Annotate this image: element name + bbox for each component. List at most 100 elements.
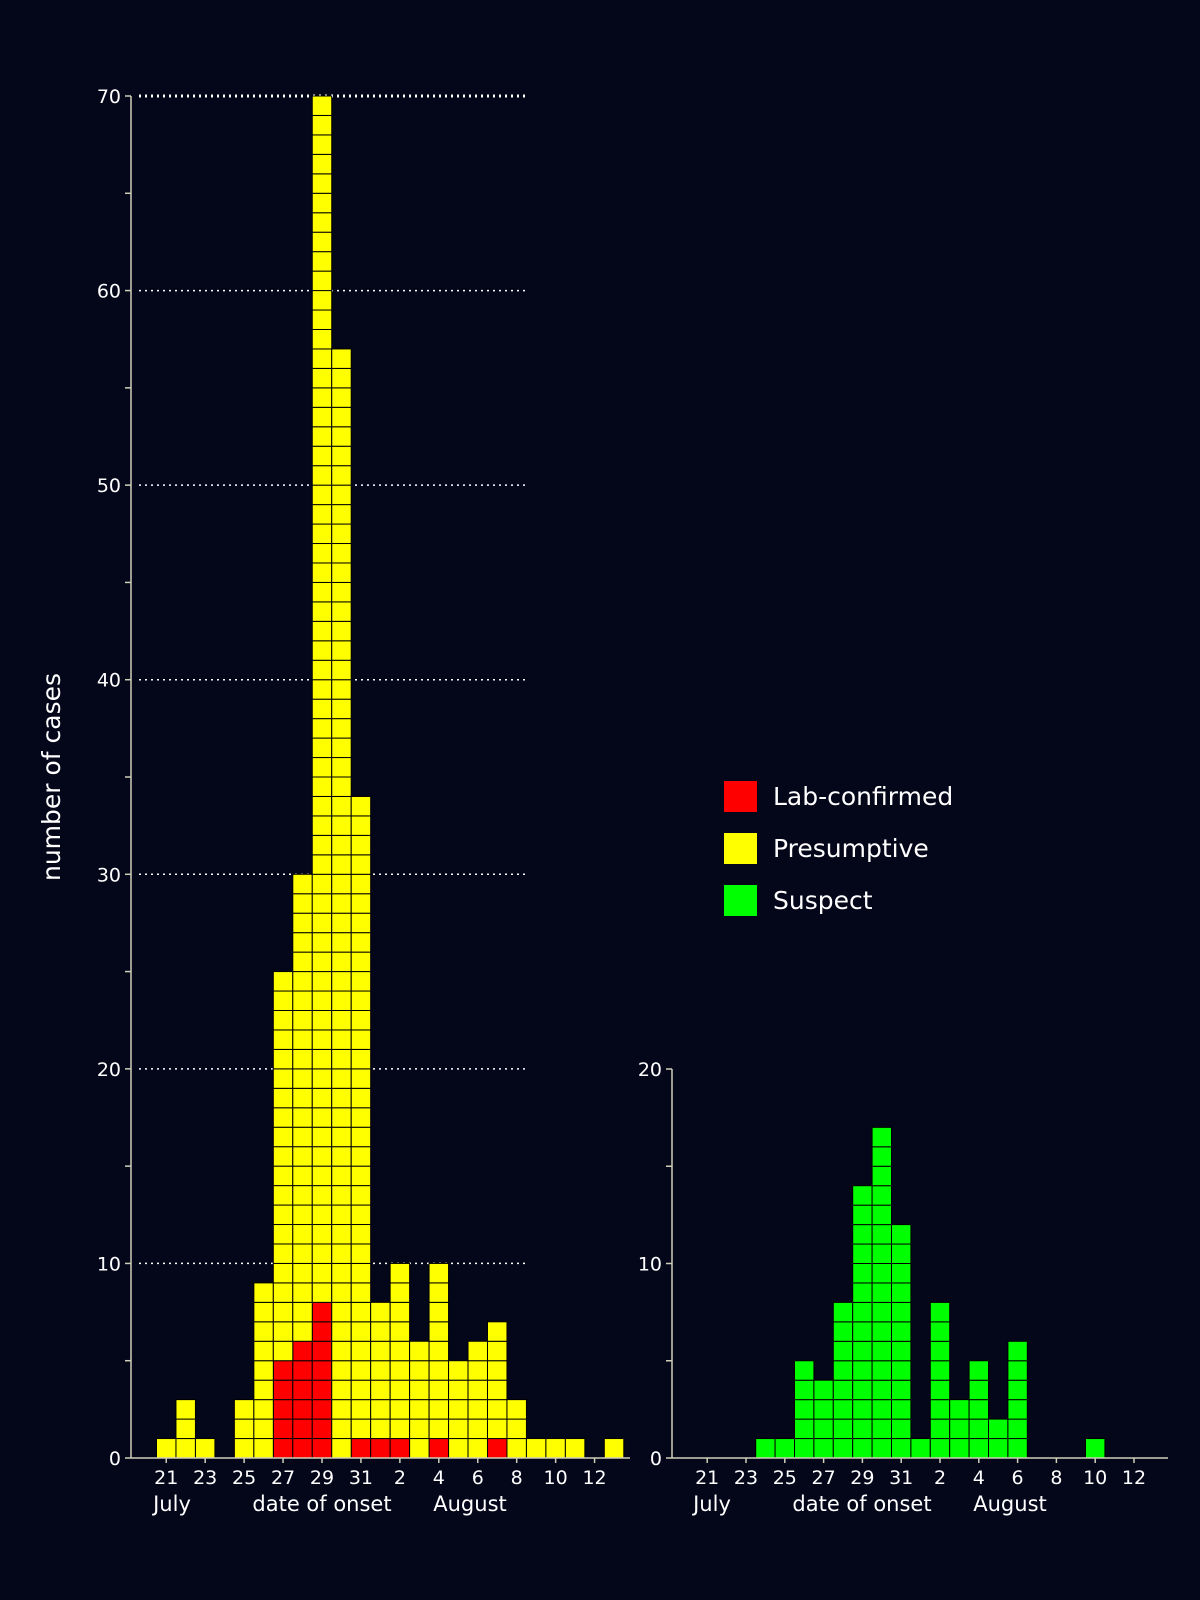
- bar-unit-presumptive: [311, 795, 333, 817]
- bar-unit-presumptive: [292, 1068, 313, 1089]
- bar-unit-presumptive: [311, 231, 333, 253]
- bar-unit-suspect: [871, 1321, 892, 1342]
- bar-unit-presumptive: [331, 406, 352, 428]
- bar-unit-presumptive: [311, 270, 333, 292]
- bar-unit-presumptive: [292, 1029, 313, 1050]
- bar-unit-suspect: [891, 1224, 912, 1245]
- bar-unit-presumptive: [331, 873, 352, 895]
- bar-unit-presumptive: [331, 445, 352, 467]
- bar-unit-presumptive: [603, 1438, 625, 1459]
- bar-unit-suspect: [871, 1282, 892, 1303]
- bar-unit-suspect: [794, 1399, 815, 1420]
- bar-unit-presumptive: [311, 1068, 333, 1089]
- bar-unit-presumptive: [331, 1185, 352, 1206]
- bar-unit-suspect: [755, 1438, 776, 1459]
- bar-unit-presumptive: [331, 640, 352, 661]
- bar-unit-presumptive: [311, 815, 333, 836]
- bar-unit-presumptive: [350, 815, 372, 836]
- bar-unit-presumptive: [389, 1418, 411, 1440]
- bar-unit-presumptive: [272, 1301, 294, 1323]
- bar-unit-presumptive: [292, 912, 313, 934]
- bar-unit-presumptive: [331, 659, 352, 681]
- y-tick-label: 70: [97, 86, 121, 108]
- bar-unit-suspect: [852, 1418, 873, 1440]
- bar-unit-presumptive: [428, 1301, 450, 1323]
- bar-unit-presumptive: [331, 679, 352, 700]
- x-tick-label: 12: [1122, 1467, 1146, 1489]
- bar-unit-presumptive: [311, 893, 333, 914]
- bar-unit-presumptive: [272, 1262, 294, 1284]
- bar-unit-presumptive: [331, 562, 352, 583]
- bar-unit-presumptive: [311, 990, 333, 1011]
- bar-unit-presumptive: [311, 1048, 333, 1070]
- bar-unit-presumptive: [311, 737, 333, 759]
- bar-unit-presumptive: [331, 1379, 352, 1401]
- bar-unit-presumptive: [467, 1399, 488, 1420]
- bar-unit-presumptive: [292, 893, 313, 914]
- bar-unit-presumptive: [292, 1107, 313, 1128]
- bar-unit-presumptive: [331, 1009, 352, 1031]
- bar-unit-presumptive: [311, 153, 333, 175]
- bar-unit-presumptive: [350, 834, 372, 856]
- bar-unit-presumptive: [467, 1360, 488, 1381]
- bar-unit-suspect: [852, 1263, 873, 1284]
- bar-unit-presumptive: [311, 134, 333, 155]
- bar-unit-presumptive: [370, 1418, 391, 1440]
- bar-unit-presumptive: [253, 1301, 274, 1323]
- bar-unit-presumptive: [292, 1126, 313, 1148]
- bar-unit-lab-confirmed: [311, 1360, 333, 1381]
- bar-unit-suspect: [852, 1185, 873, 1206]
- bar-unit-presumptive: [311, 757, 333, 778]
- bar-unit-suspect: [871, 1438, 892, 1459]
- bar-unit-presumptive: [331, 1301, 352, 1323]
- bar-unit-presumptive: [311, 873, 333, 895]
- bar-unit-presumptive: [292, 1185, 313, 1206]
- y-axis-label: number of cases: [37, 673, 66, 881]
- bar-unit-presumptive: [350, 1068, 372, 1089]
- bar-unit-presumptive: [311, 932, 333, 953]
- bar-unit-presumptive: [331, 1262, 352, 1284]
- bar-unit-suspect: [852, 1321, 873, 1342]
- bar-unit-lab-confirmed: [350, 1438, 372, 1459]
- bar-unit-suspect: [871, 1379, 892, 1401]
- bar-unit-suspect: [852, 1282, 873, 1303]
- bar-unit-suspect: [929, 1379, 951, 1401]
- bar-unit-suspect: [794, 1379, 815, 1401]
- bar-unit-presumptive: [175, 1418, 196, 1440]
- bar-unit-suspect: [891, 1340, 912, 1362]
- bar-unit-presumptive: [506, 1399, 527, 1420]
- bar-unit-presumptive: [311, 659, 333, 681]
- bar-unit-presumptive: [311, 1029, 333, 1050]
- bar-unit-presumptive: [428, 1399, 450, 1420]
- bar-unit-presumptive: [311, 1009, 333, 1031]
- bar-unit-presumptive: [311, 114, 333, 136]
- bar-unit-suspect: [891, 1360, 912, 1381]
- bar-unit-suspect: [852, 1340, 873, 1362]
- bar-unit-presumptive: [350, 1340, 372, 1362]
- bar-unit-presumptive: [253, 1379, 274, 1401]
- bar-unit-presumptive: [292, 1262, 313, 1284]
- bar-unit-presumptive: [311, 679, 333, 700]
- bar-unit-presumptive: [370, 1340, 391, 1362]
- bar-unit-lab-confirmed: [486, 1438, 508, 1459]
- bar-unit-presumptive: [253, 1399, 274, 1420]
- bar-unit-presumptive: [311, 951, 333, 973]
- month-label-august: August: [433, 1492, 507, 1516]
- bar-unit-presumptive: [467, 1379, 488, 1401]
- x-tick-label: 2: [394, 1467, 406, 1489]
- bar-unit-presumptive: [311, 601, 333, 622]
- bar-unit-presumptive: [331, 971, 352, 992]
- bar-unit-presumptive: [175, 1399, 196, 1420]
- bar-unit-presumptive: [331, 1204, 352, 1226]
- bar-unit-presumptive: [350, 1321, 372, 1342]
- bar-unit-suspect: [891, 1399, 912, 1420]
- bar-unit-presumptive: [311, 854, 333, 875]
- x-tick-label: 21: [695, 1467, 719, 1489]
- bar-unit-presumptive: [311, 543, 333, 564]
- bar-unit-suspect: [949, 1438, 970, 1459]
- bar-unit-presumptive: [370, 1321, 391, 1342]
- bar-unit-suspect: [968, 1379, 989, 1401]
- bar-unit-lab-confirmed: [292, 1360, 313, 1381]
- bar-unit-presumptive: [428, 1262, 450, 1284]
- bar-unit-suspect: [832, 1399, 854, 1420]
